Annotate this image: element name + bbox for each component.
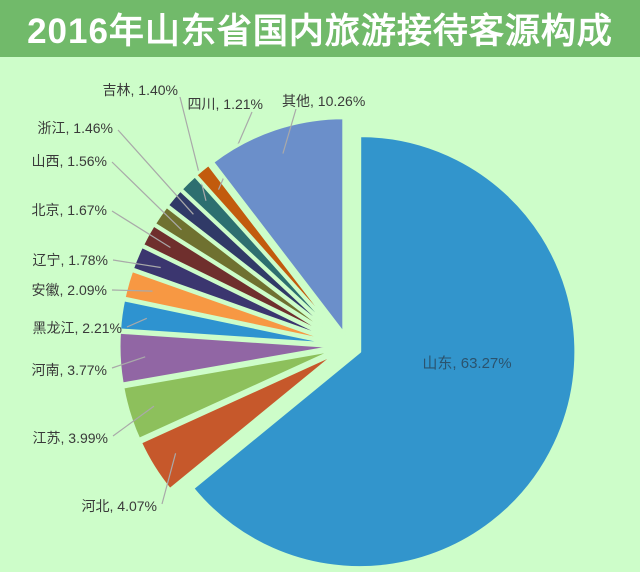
- slice-label-0: 山东, 63.27%: [422, 355, 512, 372]
- slice-label-4: 黑龙江, 2.21%: [32, 320, 122, 336]
- slice-label-9: 浙江, 1.46%: [37, 120, 113, 136]
- slice-label-11: 四川, 1.21%: [187, 96, 263, 112]
- bottom-strip: [0, 572, 640, 577]
- pie-slice-0: [191, 134, 578, 570]
- slice-label-5: 安徽, 2.09%: [31, 282, 107, 298]
- pie-slice-12: [211, 116, 346, 336]
- leader-line-4: [126, 317, 148, 328]
- leader-line-3: [111, 356, 146, 369]
- chart-title: 2016年山东省国内旅游接待客源构成: [27, 12, 613, 51]
- pie-slice-5: [122, 268, 337, 344]
- pie-slice-3: [117, 330, 337, 386]
- pie-slice-2: [121, 348, 338, 441]
- slice-label-10: 吉林, 1.40%: [102, 82, 178, 98]
- leader-line-5: [111, 289, 153, 292]
- pie-slice-11: [194, 162, 342, 338]
- slice-label-7: 北京, 1.67%: [31, 202, 107, 218]
- pie-slice-4: [118, 298, 337, 346]
- leader-line-12: [282, 108, 297, 154]
- leader-line-1: [161, 453, 177, 505]
- slice-label-3: 河南, 3.77%: [31, 362, 107, 378]
- pie-slice-1: [138, 351, 339, 492]
- slice-label-1: 河北, 4.07%: [81, 498, 157, 514]
- leader-line-7: [111, 210, 171, 249]
- slice-label-2: 江苏, 3.99%: [32, 430, 108, 446]
- slice-label-12: 其他, 10.26%: [282, 93, 366, 109]
- leader-line-2: [112, 405, 155, 437]
- pie-chart-svg: [111, 96, 578, 570]
- leader-line-8: [111, 161, 182, 231]
- slice-label-6: 辽宁, 1.78%: [32, 252, 108, 268]
- slice-label-8: 山西, 1.56%: [31, 153, 107, 169]
- leader-line-6: [112, 259, 161, 269]
- chart-area: 山东, 63.27% 河北, 4.07% 江苏, 3.99% 河南, 3.77% 黑龙江…: [0, 57, 640, 573]
- header-banner: 2016年山东省国内旅游接待客源构成: [0, 0, 640, 57]
- leader-line-9: [117, 129, 194, 215]
